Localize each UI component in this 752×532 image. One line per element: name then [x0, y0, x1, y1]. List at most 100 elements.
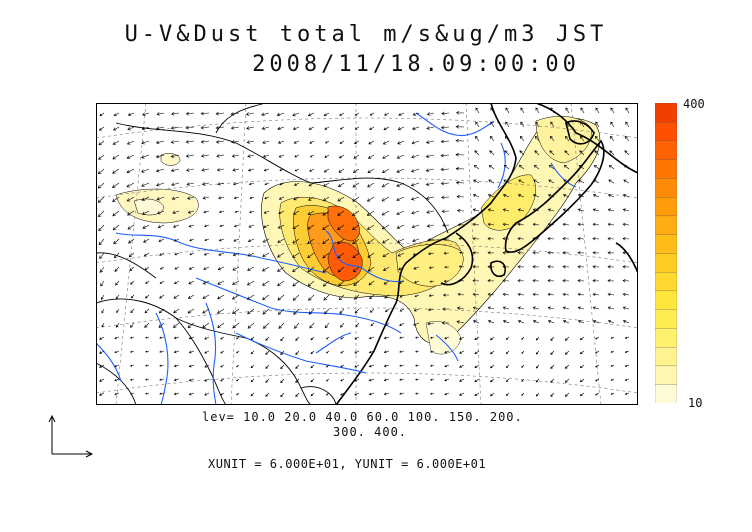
- wind-arrow: [144, 266, 150, 271]
- wind-arrow: [384, 112, 390, 116]
- wind-arrow: [532, 306, 540, 310]
- wind-arrow: [505, 350, 510, 355]
- wind-arrow: [265, 392, 270, 397]
- wind-arrow: [127, 224, 135, 230]
- wind-arrow: [188, 280, 195, 285]
- reference-vector-right-icon: [52, 450, 94, 458]
- wind-arrow: [293, 140, 300, 144]
- wind-arrow: [425, 154, 435, 158]
- wind-arrow: [547, 251, 555, 255]
- wind-arrow: [323, 182, 330, 187]
- wind-arrow: [368, 140, 375, 145]
- wind-arrow: [473, 179, 480, 184]
- wind-arrow: [340, 336, 345, 340]
- wind-arrow: [340, 392, 345, 396]
- wind-arrow: [474, 364, 480, 369]
- wind-arrow: [141, 210, 150, 215]
- wind-arrow: [98, 140, 105, 146]
- wind-arrow: [595, 378, 600, 382]
- wind-arrow: [534, 150, 540, 156]
- wind-arrow: [577, 194, 585, 198]
- wind-arrow: [502, 194, 510, 198]
- wind-arrow: [130, 308, 135, 314]
- wind-arrow: [352, 210, 360, 216]
- wind-arrow: [534, 135, 540, 142]
- wind-arrow: [440, 139, 450, 144]
- wind-arrow: [173, 308, 180, 314]
- wind-arrow: [171, 196, 180, 201]
- wind-arrow: [353, 140, 360, 145]
- wind-arrow: [487, 237, 495, 241]
- color-bar-min-label: 10: [688, 396, 703, 410]
- wind-arrow: [398, 280, 405, 284]
- wind-arrow: [126, 182, 135, 188]
- wind-arrow: [474, 135, 480, 142]
- wind-arrow: [159, 336, 165, 339]
- wind-arrow: [114, 378, 120, 382]
- wind-arrow: [577, 237, 585, 241]
- wind-arrow: [156, 196, 165, 201]
- wind-arrow: [624, 350, 630, 353]
- wind-arrow: [487, 306, 495, 310]
- wind-arrow: [399, 350, 405, 353]
- wind-arrow: [594, 135, 600, 142]
- wind-arrow: [455, 166, 465, 171]
- wind-arrow: [112, 210, 120, 217]
- color-bar-max-label: 400: [683, 97, 705, 111]
- wind-arrow: [170, 154, 180, 158]
- color-bar-swatch: [655, 365, 677, 385]
- wind-arrow: [114, 364, 120, 368]
- wind-arrow: [277, 126, 285, 131]
- wind-arrow: [156, 182, 165, 187]
- wind-arrow: [262, 238, 270, 243]
- wind-arrow: [457, 208, 465, 213]
- wind-arrow: [233, 238, 240, 242]
- rivers: [96, 112, 577, 405]
- wind-arrow: [236, 364, 240, 368]
- wind-arrow: [188, 392, 195, 396]
- wind-arrow: [126, 196, 135, 202]
- wind-arrow: [97, 182, 105, 189]
- wind-arrow: [277, 280, 285, 287]
- wind-arrow: [592, 292, 600, 297]
- wind-arrow: [262, 294, 270, 301]
- wind-arrow: [340, 364, 345, 368]
- wind-arrow: [263, 168, 270, 172]
- wind-arrow: [610, 121, 615, 128]
- wind-arrow: [368, 336, 375, 340]
- wind-arrow: [352, 196, 360, 202]
- wind-arrow: [579, 378, 585, 383]
- wind-arrow: [215, 111, 225, 116]
- wind-arrow: [398, 112, 405, 116]
- wind-arrow: [503, 164, 510, 170]
- wind-arrow: [202, 308, 210, 314]
- wind-arrow: [246, 126, 255, 130]
- wind-arrow: [442, 237, 450, 241]
- wind-arrow: [441, 111, 450, 116]
- wind-arrow: [592, 237, 600, 241]
- wind-arrow: [472, 237, 480, 241]
- wind-arrow: [503, 179, 510, 184]
- wind-arrow: [202, 322, 210, 329]
- wind-arrow: [381, 224, 390, 230]
- wind-arrow: [159, 266, 165, 270]
- wind-arrow: [370, 322, 375, 327]
- wind-arrow: [607, 208, 615, 212]
- wind-arrow: [248, 224, 255, 228]
- wind-arrow: [487, 251, 495, 255]
- wind-arrow: [532, 194, 540, 198]
- wind-arrow: [292, 252, 300, 258]
- wind-arrow: [442, 307, 449, 311]
- wind-arrow: [280, 364, 285, 370]
- wind-arrow: [277, 294, 285, 301]
- wind-arrow: [337, 238, 345, 245]
- wind-arrow: [231, 294, 240, 300]
- wind-arrow: [595, 336, 600, 340]
- wind-arrow: [517, 194, 525, 198]
- reference-vector-up-icon: [48, 414, 56, 454]
- wind-arrow: [625, 121, 630, 128]
- wind-arrow: [458, 279, 465, 283]
- wind-arrow: [322, 252, 330, 259]
- wind-arrow: [366, 210, 375, 216]
- wind-arrow: [442, 223, 450, 227]
